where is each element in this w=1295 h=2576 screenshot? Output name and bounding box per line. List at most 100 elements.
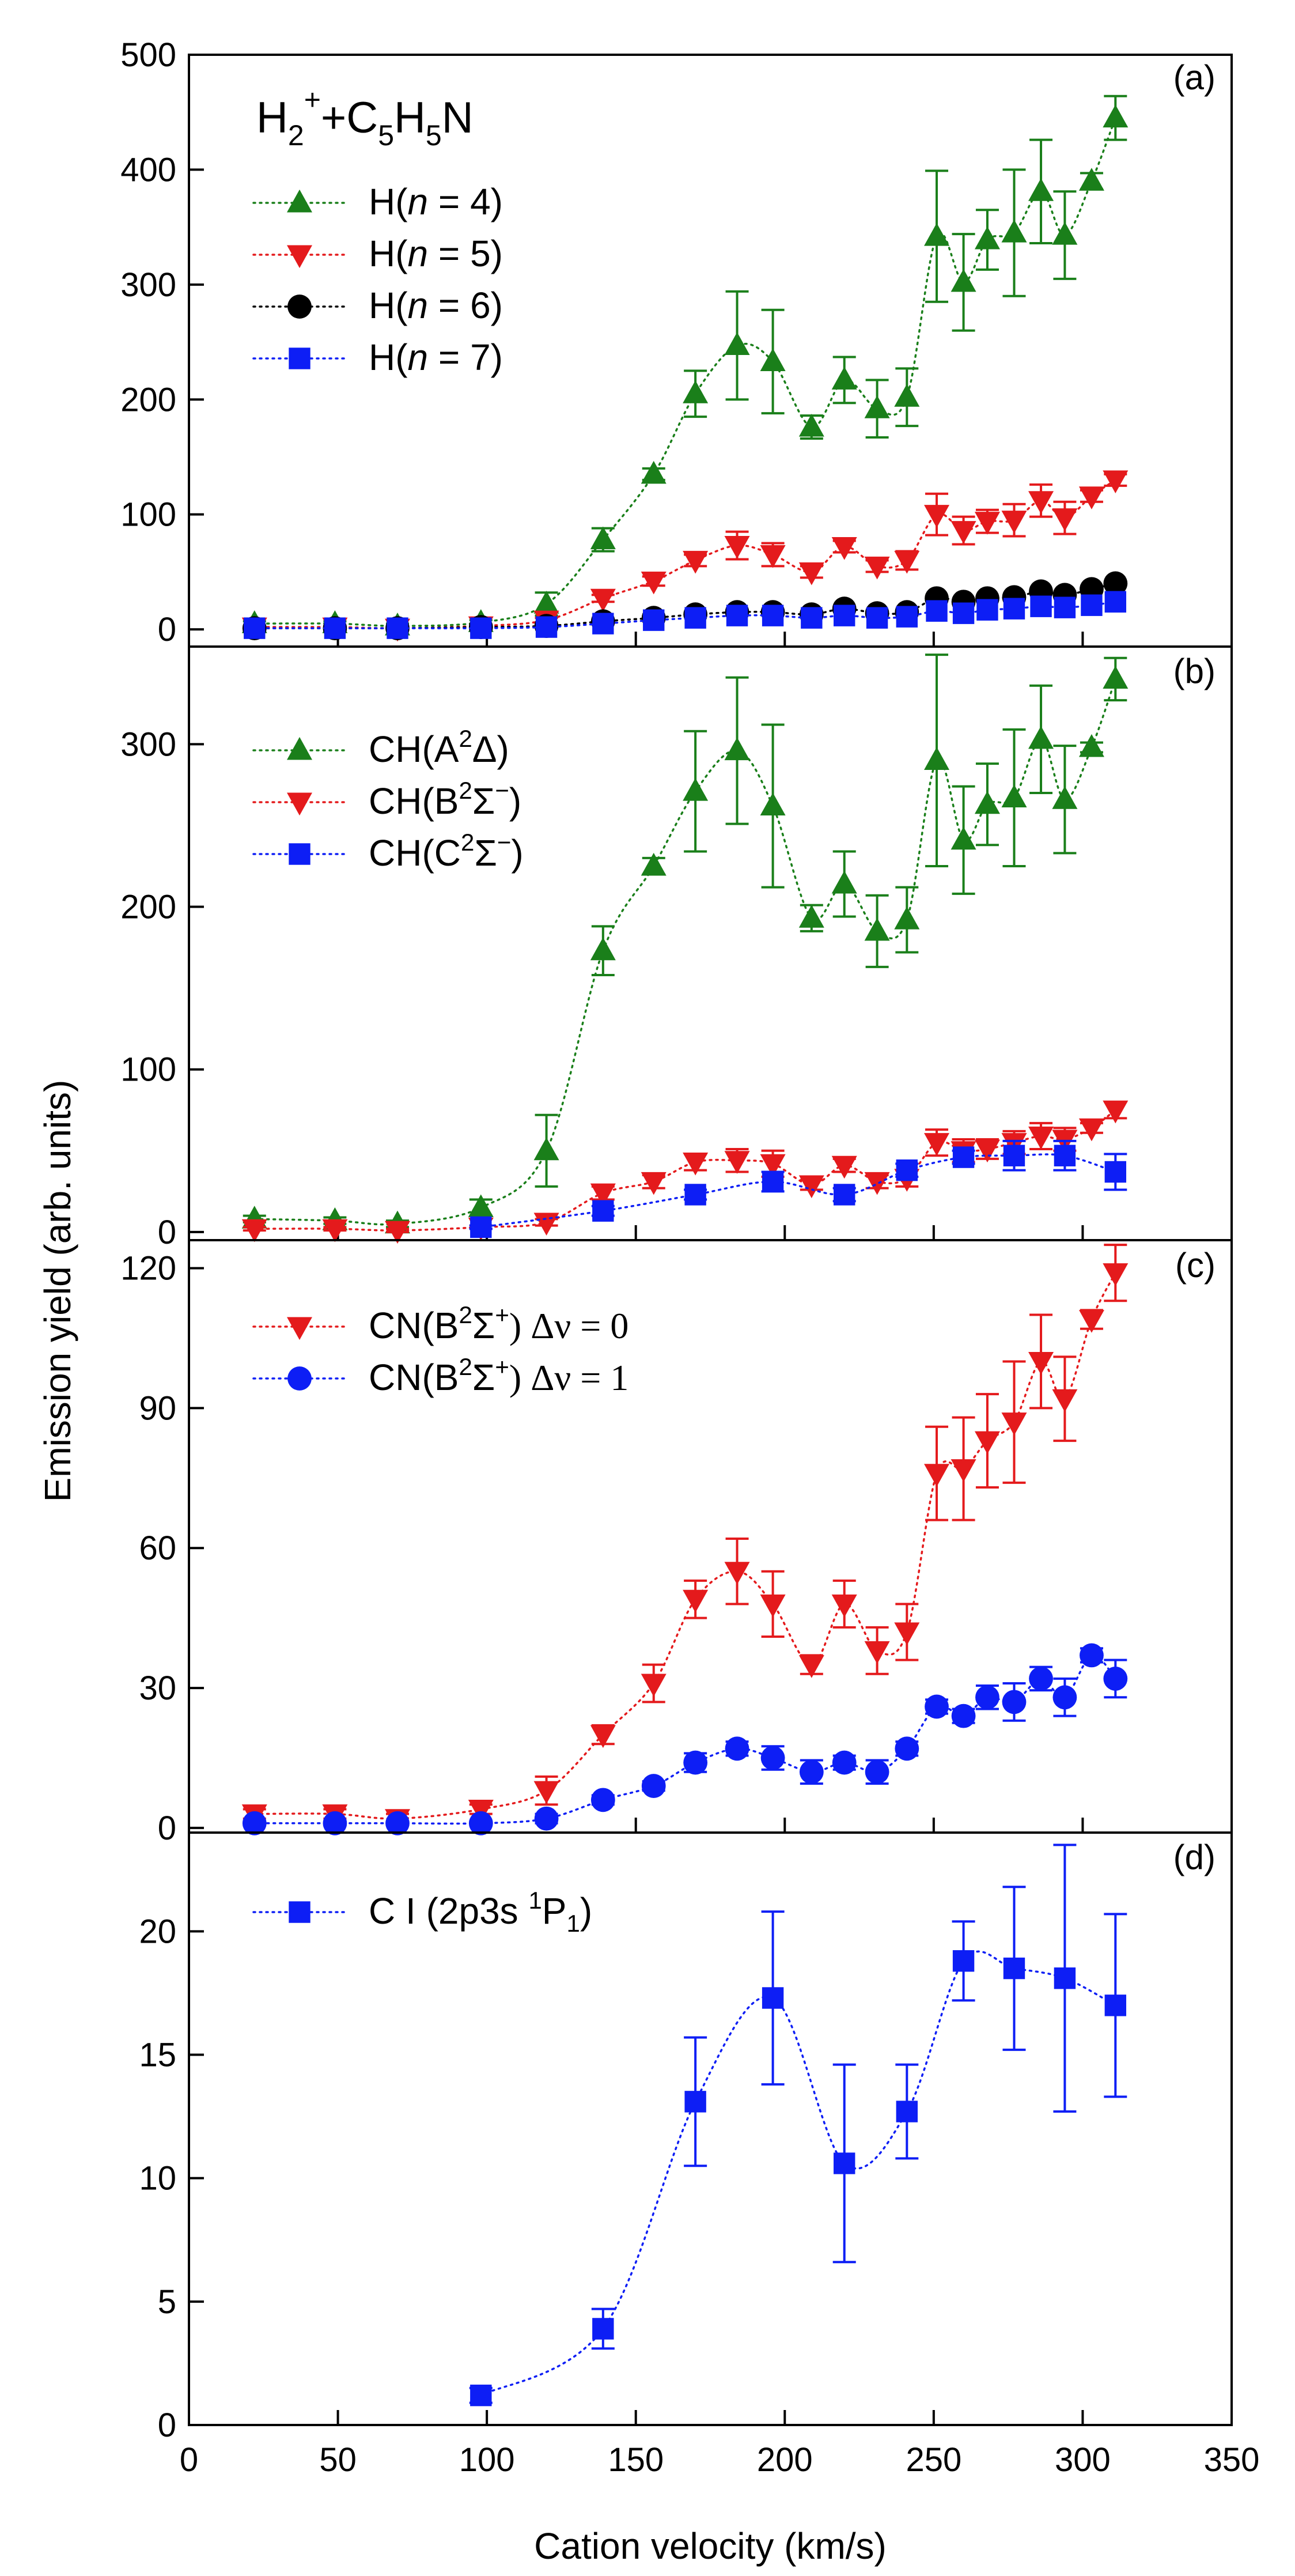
data-point	[924, 747, 950, 770]
x-tick-label: 350	[1204, 2441, 1260, 2479]
data-point	[895, 1736, 919, 1761]
data-point	[974, 791, 1000, 814]
data-point	[798, 562, 824, 586]
data-point	[592, 1200, 614, 1222]
data-point	[470, 2384, 492, 2407]
data-point	[760, 792, 786, 816]
data-point	[864, 917, 890, 941]
y-tick-label: 0	[158, 2407, 176, 2444]
data-point	[683, 778, 709, 801]
data-point	[831, 537, 857, 560]
data-point	[1054, 1967, 1076, 1989]
data-point	[387, 617, 408, 639]
data-point	[1078, 168, 1104, 191]
data-point	[324, 617, 346, 639]
data-point	[974, 1139, 1000, 1163]
data-point	[683, 1750, 708, 1775]
data-point	[951, 269, 976, 292]
panel-a-title: H2++C5H5N	[256, 84, 474, 152]
y-axis-label: Emission yield (arb. units)	[37, 1080, 78, 1502]
data-point	[1078, 486, 1104, 509]
data-point	[801, 607, 823, 629]
data-point	[762, 605, 784, 626]
data-point	[1103, 1666, 1128, 1691]
legend-d-ci: C I (2p3s 1P1)	[369, 1887, 592, 1937]
data-point	[760, 1154, 786, 1177]
legend-marker	[287, 245, 312, 269]
legend-a-h6: H(n = 6)	[369, 285, 503, 326]
data-point	[834, 1184, 855, 1206]
series-b-3	[252, 843, 1127, 1238]
data-point	[864, 395, 890, 418]
panel-frame-a	[188, 54, 1233, 648]
y-tick-label: 15	[139, 2037, 176, 2074]
data-point	[1103, 470, 1129, 493]
data-point	[322, 1219, 348, 1242]
x-tick-label: 200	[757, 2441, 813, 2479]
data-point	[470, 1216, 492, 1238]
data-point	[590, 1788, 615, 1812]
data-point	[533, 591, 559, 614]
y-tick-label: 100	[120, 496, 176, 534]
plot-layer: 0100200300400500010020030003060901200510…	[120, 36, 1259, 2479]
data-point	[641, 1172, 667, 1195]
legend-marker	[289, 348, 311, 369]
y-tick-label: 300	[120, 726, 176, 763]
data-point	[533, 1213, 559, 1236]
legend-marker	[289, 843, 311, 865]
data-point	[1104, 591, 1127, 613]
data-point	[865, 1759, 889, 1784]
data-point	[760, 1594, 786, 1618]
panel-label-b: (b)	[1173, 652, 1216, 690]
data-point	[643, 609, 665, 631]
data-point	[590, 937, 616, 961]
data-point	[1078, 734, 1104, 757]
data-point	[894, 550, 920, 574]
data-point	[468, 1800, 494, 1823]
data-point	[1104, 1161, 1127, 1183]
data-point	[798, 1175, 824, 1199]
data-point	[974, 512, 1000, 535]
data-point	[592, 613, 614, 634]
x-tick-label: 250	[906, 2441, 961, 2479]
data-point	[1080, 1643, 1104, 1668]
y-tick-label: 400	[120, 151, 176, 188]
data-point	[1001, 1412, 1027, 1436]
data-point	[952, 1950, 975, 1972]
data-point	[832, 1750, 857, 1775]
y-tick-label: 200	[120, 381, 176, 418]
y-tick-label: 0	[158, 1214, 176, 1251]
data-point	[590, 1183, 616, 1207]
panel-label-a: (a)	[1173, 58, 1216, 97]
data-point	[683, 1153, 709, 1176]
data-point	[831, 1594, 857, 1618]
data-point	[760, 545, 786, 568]
panel-b: 0 100 200 300	[120, 645, 1233, 1251]
data-point	[952, 1146, 975, 1168]
data-point	[641, 1674, 667, 1697]
data-point	[244, 617, 266, 639]
series-d-1	[252, 1844, 1127, 2407]
legend-marker	[287, 736, 312, 760]
data-point	[684, 2091, 706, 2113]
data-point	[1103, 571, 1128, 596]
y-tick-label: 5	[158, 2283, 176, 2321]
data-point	[1054, 1145, 1076, 1166]
data-point	[534, 1806, 559, 1831]
data-point	[470, 617, 492, 639]
data-point	[535, 616, 558, 638]
y-tick-label: 10	[139, 2160, 176, 2197]
data-point	[683, 380, 709, 403]
legend-b-ch-a: CH(A2Δ)	[369, 725, 509, 770]
data-point	[641, 460, 667, 484]
series-line	[253, 1271, 1117, 1820]
data-point	[834, 2152, 855, 2174]
data-point	[1003, 598, 1025, 620]
x-tick-label: 0	[180, 2441, 198, 2479]
data-point	[1103, 1263, 1129, 1286]
y-tick-label: 20	[139, 1913, 176, 1950]
data-point	[894, 1622, 920, 1646]
x-tick-label: 100	[459, 2441, 515, 2479]
